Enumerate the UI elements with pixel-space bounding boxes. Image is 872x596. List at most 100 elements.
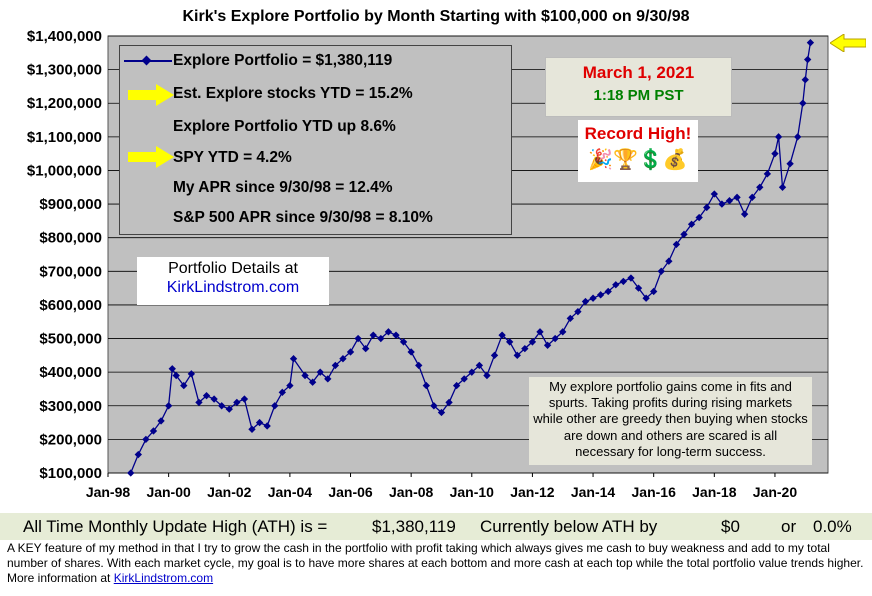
data-point <box>806 39 815 47</box>
data-point <box>725 197 734 205</box>
data-point <box>240 395 249 403</box>
data-point <box>574 307 582 316</box>
data-point <box>233 398 241 407</box>
x-tick-label: Jan-14 <box>571 484 616 500</box>
x-tick-label: Jan-08 <box>389 484 434 500</box>
data-point <box>218 402 226 410</box>
data-point <box>369 331 377 339</box>
legend-line-4: My APR since 9/30/98 = 12.4% <box>173 179 393 196</box>
data-point <box>513 351 521 360</box>
ath-bar: All Time Monthly Update High (ATH) is = … <box>0 513 872 540</box>
data-point <box>392 331 400 339</box>
data-point <box>483 371 491 380</box>
y-tick-label: $300,000 <box>39 398 102 415</box>
legend-box: Explore Portfolio = $1,380,119 Est. Expl… <box>119 45 512 235</box>
y-tick-label: $900,000 <box>39 196 102 213</box>
data-point <box>642 294 650 302</box>
data-point <box>771 149 779 158</box>
data-point <box>559 328 567 336</box>
data-point <box>596 291 605 299</box>
data-point <box>490 351 499 360</box>
data-point <box>528 338 537 346</box>
x-tick-label: Jan-02 <box>207 484 252 500</box>
data-point <box>498 331 506 339</box>
data-point <box>703 203 711 212</box>
footnote: A KEY feature of my method in that I try… <box>7 541 867 586</box>
details-label: Portfolio Details at <box>168 260 298 277</box>
data-point <box>566 314 574 323</box>
ath-value: $1,380,119 <box>372 517 456 536</box>
y-tick-label: $200,000 <box>39 431 102 448</box>
data-point <box>437 408 446 417</box>
data-point <box>551 334 559 343</box>
data-point <box>460 375 468 383</box>
x-tick-label: Jan-04 <box>268 484 313 500</box>
data-point <box>710 190 718 198</box>
x-tick-label: Jan-10 <box>450 484 495 500</box>
data-point <box>149 427 158 435</box>
data-point <box>786 160 794 168</box>
data-point <box>521 344 529 353</box>
x-tick-label: Jan-16 <box>632 484 677 500</box>
data-point <box>581 297 590 306</box>
data-point <box>399 338 408 346</box>
data-point <box>407 348 415 356</box>
data-point <box>543 341 552 349</box>
data-point <box>506 338 514 346</box>
x-tick-label: Jan-00 <box>146 484 191 500</box>
data-point <box>794 133 802 141</box>
data-point <box>362 344 370 353</box>
data-point <box>452 381 461 390</box>
left-arrow-icon <box>830 34 866 52</box>
yellow-arrow-icon <box>128 146 174 168</box>
data-point <box>127 469 135 477</box>
data-point <box>475 361 484 370</box>
update-time: 1:18 PM PST <box>593 87 684 104</box>
details-link[interactable]: KirkLindstrom.com <box>166 279 300 296</box>
data-point <box>756 183 764 191</box>
ath-below-pct: 0.0% <box>813 517 852 536</box>
ath-below-label: Currently below ATH by <box>480 517 658 536</box>
data-point <box>430 402 438 410</box>
data-point <box>604 287 612 296</box>
x-tick-label: Jan-20 <box>753 484 798 500</box>
data-point <box>619 277 628 286</box>
data-point <box>672 240 681 249</box>
data-point <box>278 388 286 397</box>
data-point <box>634 284 643 292</box>
chart-title: Kirk's Explore Portfolio by Month Starti… <box>182 8 690 25</box>
data-point <box>612 281 620 289</box>
x-tick-label: Jan-06 <box>328 484 373 500</box>
data-point <box>168 365 176 373</box>
data-point <box>687 220 696 228</box>
legend-line-1: Est. Explore stocks YTD = 15.2% <box>173 85 413 102</box>
data-point <box>354 334 362 343</box>
record-high-box: Record High! 🎉🏆💲💰 <box>578 120 698 182</box>
x-tick-label: Jan-18 <box>692 484 737 500</box>
data-point <box>289 355 298 363</box>
data-point <box>740 210 749 218</box>
record-high-label: Record High! <box>584 124 692 143</box>
strategy-note: My explore portfolio gains come in fits … <box>529 377 812 465</box>
x-tick-label: Jan-12 <box>510 484 555 500</box>
data-point <box>627 274 635 282</box>
data-point <box>157 417 165 425</box>
data-point <box>339 355 347 363</box>
data-point <box>589 294 597 302</box>
legend-line-5: S&P 500 APR since 9/30/98 = 8.10% <box>173 209 433 226</box>
data-point <box>422 381 430 390</box>
y-tick-label: $100,000 <box>39 465 102 482</box>
data-point <box>195 398 203 407</box>
y-tick-label: $1,100,000 <box>27 129 102 146</box>
data-point <box>468 368 476 376</box>
data-point <box>415 361 423 370</box>
footnote-link[interactable]: KirkLindstrom.com <box>113 571 214 585</box>
data-point <box>801 76 809 84</box>
data-point <box>271 402 279 410</box>
y-tick-label: $1,200,000 <box>27 95 102 112</box>
data-point <box>164 402 173 410</box>
data-point <box>134 450 142 459</box>
data-point <box>324 375 332 383</box>
data-point <box>650 287 658 296</box>
data-point <box>445 398 453 407</box>
